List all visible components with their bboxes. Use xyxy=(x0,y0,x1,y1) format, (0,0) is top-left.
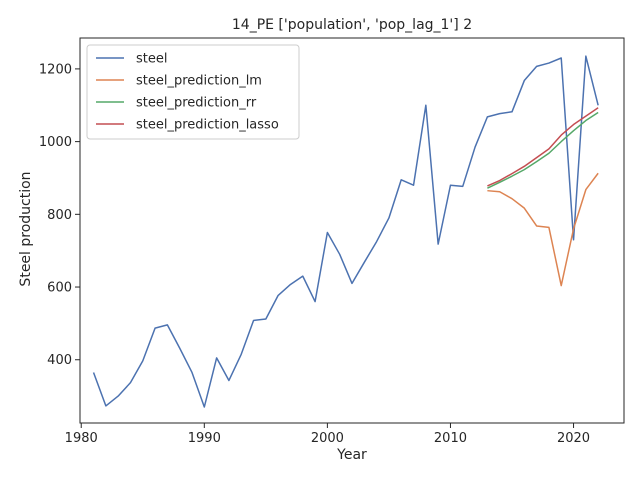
legend-label: steel_prediction_lm xyxy=(136,74,262,89)
legend-label: steel_prediction_lasso xyxy=(136,118,279,133)
legend-items: steel steel_prediction_lm steel_prediction… xyxy=(96,52,279,133)
x-axis-label: Year xyxy=(336,447,367,463)
legend-label: steel_prediction_rr xyxy=(136,96,257,111)
y-tick-label: 400 xyxy=(47,353,72,368)
x-tick-label: 2020 xyxy=(557,431,590,446)
x-tick-label: 2000 xyxy=(311,431,344,446)
x-tick-label: 1980 xyxy=(65,431,98,446)
x-axis: 1980 1990 2000 2010 2020 xyxy=(65,423,590,446)
legend-label: steel xyxy=(136,52,167,67)
series-line-steel_prediction_lm xyxy=(487,172,599,287)
series-line-steel_prediction_rr xyxy=(487,111,599,189)
y-tick-label: 1000 xyxy=(39,135,72,150)
y-axis: 400 600 800 1000 1200 xyxy=(39,62,80,368)
y-tick-label: 600 xyxy=(47,281,72,296)
y-tick-label: 1200 xyxy=(39,62,72,77)
axes-frame xyxy=(79,37,625,424)
legend-box xyxy=(86,44,300,140)
series-lines xyxy=(92,55,599,408)
y-tick-label: 800 xyxy=(47,208,72,223)
x-tick-label: 1990 xyxy=(188,431,221,446)
legend: steel steel_prediction_lm steel_prediction… xyxy=(86,44,300,140)
x-tick-label: 2010 xyxy=(434,431,467,446)
y-axis-label: Steel production xyxy=(18,171,34,286)
series-line-steel xyxy=(92,55,599,408)
chart-title: 14_PE ['population', 'pop_lag_1'] 2 xyxy=(232,17,472,33)
plot-area: 1980 1990 2000 2010 2020 400 600 800 1000 1200 xyxy=(39,37,625,446)
series-line-steel_prediction_lasso xyxy=(487,107,599,187)
